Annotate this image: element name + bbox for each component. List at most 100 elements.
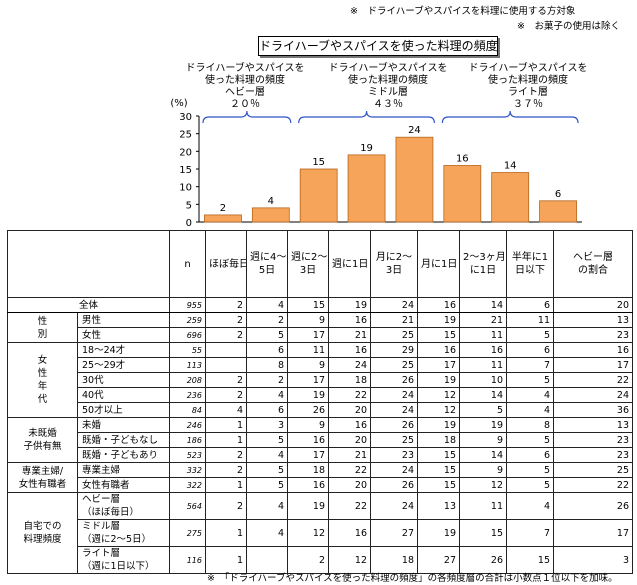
value-cell: 14 xyxy=(459,447,507,463)
value-cell: 6 xyxy=(506,447,554,463)
value-cell: 2 xyxy=(205,312,247,328)
value-cell: 14 xyxy=(459,297,507,313)
table-row: 50才以上 84 4 6 26 20 24 12 5 4 36 xyxy=(8,402,633,418)
n-cell: 246 xyxy=(169,417,206,433)
value-cell: 2 xyxy=(287,546,329,574)
bar-7 xyxy=(539,200,577,223)
value-cell: 16 xyxy=(328,342,371,358)
value-cell: 11 xyxy=(459,357,507,373)
table-row: 自宅での 料理頻度 ヘビー層 （ほぼ毎日） 564 2 4 19 22 24 13 11 4 26 xyxy=(7,492,633,574)
value-cell: 16 xyxy=(328,312,371,328)
value-cell: 27 xyxy=(370,519,418,547)
value-cell: 25 xyxy=(370,327,418,343)
value-cell: 15 xyxy=(417,477,460,493)
value-cell: 11 xyxy=(459,327,507,343)
value-cell: 1 xyxy=(205,432,247,448)
y-axis-label: (%) xyxy=(170,98,187,109)
value-cell: 1 xyxy=(205,417,247,433)
value-cell: 5 xyxy=(506,372,554,388)
row-group-label: 自宅での 料理頻度 xyxy=(7,492,78,574)
value-cell: 5 xyxy=(506,432,554,448)
value-cell: 11 xyxy=(459,492,507,520)
row-label: 30代 xyxy=(77,372,170,388)
value-cell: 18 xyxy=(287,462,329,478)
value-cell: 11 xyxy=(506,312,554,328)
table-row: 性 別男性 259 2 2 9 16 21 19 21 11 13 xyxy=(7,312,633,343)
column-header: ほぼ毎日 xyxy=(205,230,247,298)
group-label-light: ドライハーブやスパイスを 使った料理の頻度 ライト層 ３７％ xyxy=(468,63,588,110)
value-cell: 11 xyxy=(287,342,329,358)
y-tick-label: 0 xyxy=(186,218,192,229)
value-cell: 4 xyxy=(246,387,288,403)
row-label: 専業主婦 xyxy=(77,462,170,478)
table-row-total: 全体 955 2 4 15 19 24 16 14 6 20 xyxy=(7,297,633,313)
row-label: 既婚・子どもあり xyxy=(77,447,170,463)
bar-4 xyxy=(395,136,434,223)
n-cell: 259 xyxy=(169,312,206,328)
heavy-share-cell: 22 xyxy=(553,372,633,388)
value-cell: 24 xyxy=(370,387,418,403)
table-header-row: n ほぼ毎日 週に4～ 5日 週に2～ 3日 週に1日 月に2～ 3日 月に1日 2～3ヶ月 … xyxy=(7,230,633,298)
value-cell: 5 xyxy=(246,432,288,448)
value-cell: 6 xyxy=(246,402,288,418)
y-tick-label: 20 xyxy=(179,147,192,158)
value-cell: 5 xyxy=(506,462,554,478)
group-brace-0 xyxy=(202,110,292,124)
row-label: 女性有職者 xyxy=(77,477,170,493)
value-cell: 26 xyxy=(370,477,418,493)
value-cell: 19 xyxy=(328,297,371,313)
n-cell: 275 xyxy=(169,519,206,547)
header-blank xyxy=(7,230,170,298)
value-cell: 16 xyxy=(417,297,460,313)
table-row: 既婚・子どもなし 186 1 5 16 20 25 18 9 5 23 xyxy=(8,432,633,448)
value-cell: 4 xyxy=(506,402,554,418)
table-row: 未既婚 子供有無 未婚 246 1 3 9 16 26 19 19 8 13 xyxy=(7,417,633,463)
heavy-share-cell: 26 xyxy=(553,492,633,520)
table-row: 既婚・子どもあり 523 2 4 17 21 23 15 14 6 23 xyxy=(8,447,633,463)
footer-note: ※ 「ドライハーブやスパイスを使った料理の頻度」の各頻度層の合計は小数点１位以下… xyxy=(207,573,618,584)
table-row: 専業主婦/ 女性有職者 専業主婦 332 2 5 18 22 24 15 9 5 25 xyxy=(7,462,633,493)
heavy-share-cell: 13 xyxy=(553,312,633,328)
bar-value-label: 6 xyxy=(555,189,561,200)
bar-value-label: 24 xyxy=(408,125,421,136)
n-cell: 113 xyxy=(169,357,206,373)
table-row: ライト層 （週に1日以下） 116 1 2 12 18 27 26 15 3 xyxy=(8,546,633,574)
value-cell: 3 xyxy=(246,417,288,433)
n-cell: 236 xyxy=(169,387,206,403)
column-header: 2～3ヶ月 に1日 xyxy=(459,230,507,298)
value-cell: 27 xyxy=(417,546,460,574)
bar-value-label: 15 xyxy=(312,157,325,168)
bar-value-label: 16 xyxy=(456,153,469,164)
row-label: 既婚・子どもなし xyxy=(77,432,170,448)
note-target: ※ ドライハーブやスパイスを料理に使用する方対象 xyxy=(350,6,576,17)
value-cell: 20 xyxy=(328,402,371,418)
value-cell: 8 xyxy=(506,417,554,433)
heavy-share-cell: 13 xyxy=(553,417,633,433)
value-cell: 2 xyxy=(205,462,247,478)
row-label: 男性 xyxy=(77,312,170,328)
value-cell: 17 xyxy=(287,372,329,388)
n-cell: 322 xyxy=(169,477,206,493)
value-cell: 7 xyxy=(506,519,554,547)
value-cell: 15 xyxy=(417,462,460,478)
value-cell: 15 xyxy=(459,519,507,547)
column-header: 月に1日 xyxy=(417,230,460,298)
n-cell: 332 xyxy=(169,462,206,478)
value-cell: 12 xyxy=(459,477,507,493)
value-cell: 4 xyxy=(246,492,288,520)
value-cell: 23 xyxy=(370,447,418,463)
value-cell: 22 xyxy=(328,387,371,403)
value-cell: 19 xyxy=(459,417,507,433)
value-cell: 2 xyxy=(205,297,247,313)
heavy-share-cell: 17 xyxy=(553,519,633,547)
column-header: 週に1日 xyxy=(328,230,371,298)
value-cell: 2 xyxy=(205,492,247,520)
row-label: 25～29才 xyxy=(77,357,170,373)
table-row: 40代 236 2 4 19 22 24 12 14 4 24 xyxy=(8,387,633,403)
data-table: n ほぼ毎日 週に4～ 5日 週に2～ 3日 週に1日 月に2～ 3日 月に1日 2～3ヶ月 … xyxy=(7,230,633,574)
value-cell: 5 xyxy=(246,327,288,343)
value-cell: 4 xyxy=(246,519,288,547)
value-cell: 4 xyxy=(246,297,288,313)
row-label: 18～24才 xyxy=(77,342,170,358)
